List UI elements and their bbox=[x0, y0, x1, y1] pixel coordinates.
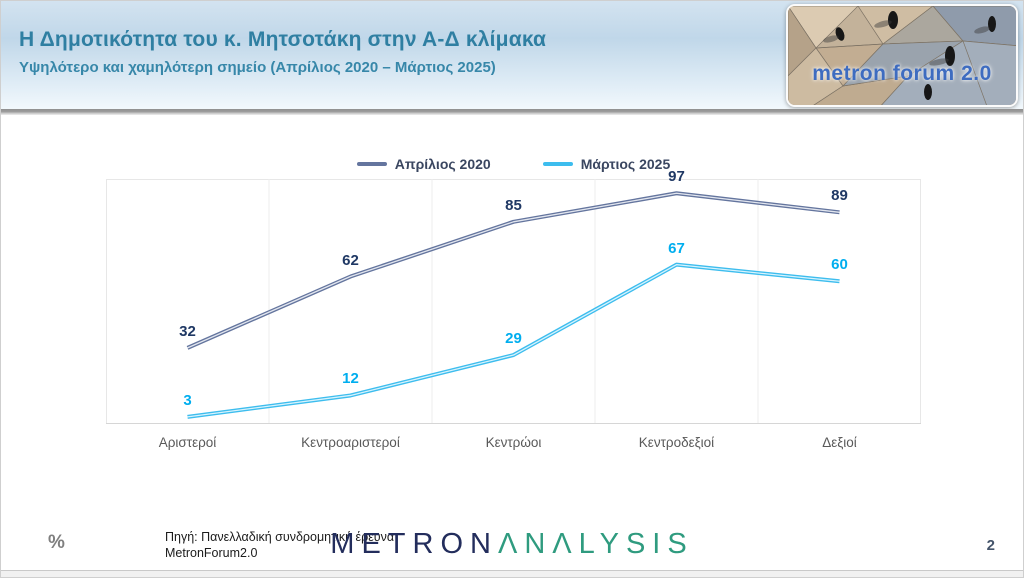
data-label: 32 bbox=[179, 322, 196, 340]
source-note: Πηγή: Πανελλαδική συνδρομητική έρευνα Me… bbox=[165, 529, 394, 561]
chart-legend: Απρίλιος 2020 Μάρτιος 2025 bbox=[106, 156, 921, 172]
data-label: 85 bbox=[505, 196, 522, 214]
x-axis-label: Κεντροδεξιοί bbox=[638, 435, 715, 450]
x-axis-label: Κεντροαριστεροί bbox=[301, 435, 400, 450]
data-label: 67 bbox=[668, 239, 685, 257]
data-label: 89 bbox=[831, 187, 848, 205]
line-chart bbox=[106, 179, 921, 424]
header-divider bbox=[1, 109, 1023, 115]
page-subtitle: Υψηλότερο και χαμηλότερη σημείο (Απρίλιο… bbox=[19, 59, 496, 76]
data-label: 12 bbox=[342, 370, 359, 388]
brand-analysis: ΛNΛLYSIS bbox=[497, 528, 694, 560]
brand-metron: METRON bbox=[330, 528, 498, 560]
plaza-photo bbox=[788, 6, 1016, 105]
data-label: 29 bbox=[505, 330, 522, 348]
metron-analysis-logo: METRONΛNΛLYSIS bbox=[1, 528, 1023, 561]
data-label: 60 bbox=[831, 256, 848, 274]
metron-forum-logo-text: metron forum 2.0 bbox=[812, 62, 992, 85]
data-label: 97 bbox=[668, 168, 685, 186]
x-axis-label: Αριστεροί bbox=[158, 435, 217, 450]
legend-label: Μάρτιος 2025 bbox=[580, 156, 671, 172]
series-line-0 bbox=[187, 192, 840, 349]
legend-line-swatch-april-2020 bbox=[356, 162, 387, 166]
legend-item-march-2025: Μάρτιος 2025 bbox=[542, 156, 671, 172]
source-line-2: MetronForum2.0 bbox=[165, 546, 258, 560]
data-label: 3 bbox=[183, 391, 192, 409]
legend-line-swatch-march-2025 bbox=[542, 162, 573, 166]
bottom-edge bbox=[1, 570, 1023, 577]
x-axis-label: Δεξιοί bbox=[822, 435, 857, 450]
page-number: 2 bbox=[986, 537, 995, 554]
source-line-1: Πηγή: Πανελλαδική συνδρομητική έρευνα bbox=[165, 530, 395, 544]
page-title: Η Δημοτικότητα του κ. Μητσοτάκη στην Α-Δ… bbox=[19, 28, 547, 51]
legend-item-april-2020: Απρίλιος 2020 bbox=[356, 156, 491, 172]
plot-area: 32 62 85 97 89 3 12 29 67 60 Αριστεροί Κεντροαριστε… bbox=[106, 168, 921, 450]
percent-note: % bbox=[48, 532, 65, 553]
x-axis-label: Κεντρώοι bbox=[485, 435, 542, 450]
legend-label: Απρίλιος 2020 bbox=[394, 156, 491, 172]
series-line-1 bbox=[187, 263, 840, 418]
header: Η Δημοτικότητα του κ. Μητσοτάκη στην Α-Δ… bbox=[1, 1, 1023, 109]
metron-forum-logo: metron forum 2.0 bbox=[786, 4, 1018, 107]
data-label: 62 bbox=[342, 251, 359, 269]
